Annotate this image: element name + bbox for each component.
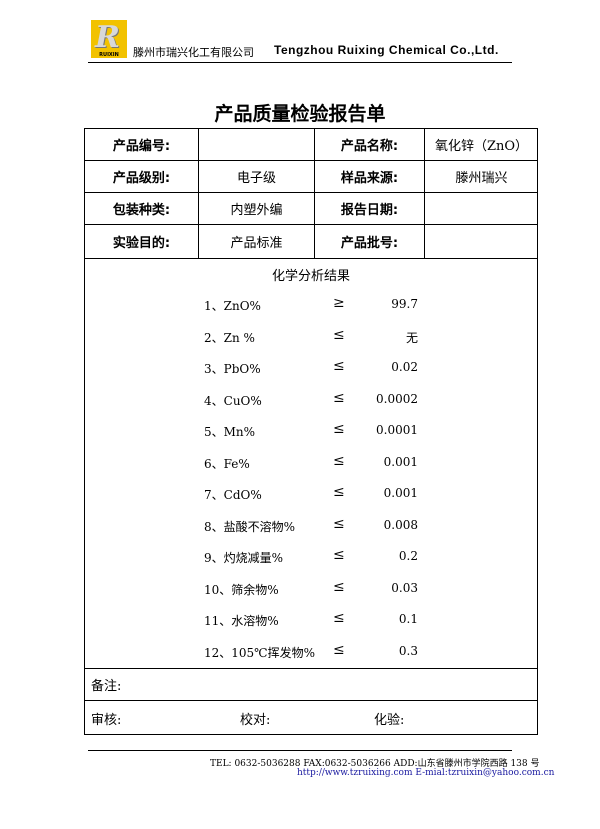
review-label: 审核: xyxy=(91,712,122,728)
report-table: 产品编号: 产品名称: 氧化锌（ZnO） 产品级别: 电子级 样品来源: 滕州瑞兴包装种类:… xyxy=(84,128,538,735)
info-value2-0: 氧化锌（ZnO） xyxy=(434,139,529,154)
result-value: 0.008 xyxy=(383,517,418,532)
result-value: 0.001 xyxy=(383,454,418,469)
result-value: 0.03 xyxy=(391,580,418,595)
footer-divider xyxy=(88,750,512,751)
footer-contact: TEL: 0632-5036288 FAX:0632-5036266 ADD:山… xyxy=(210,759,540,769)
info-label1-0: 产品编号: xyxy=(112,139,171,154)
result-label: 6、Fe% xyxy=(204,456,250,471)
result-symbol: ≤ xyxy=(333,515,345,532)
info-value1-1: 电子级 xyxy=(236,171,276,186)
result-symbol: ≤ xyxy=(333,610,345,626)
result-symbol: ≤ xyxy=(333,578,345,595)
result-symbol: ≤ xyxy=(333,484,345,500)
website-link[interactable]: http://www.tzruixing.com xyxy=(297,768,413,778)
result-symbol: ≤ xyxy=(333,641,345,658)
result-symbol: ≤ xyxy=(333,358,345,374)
page-title: 产品质量检验报告单 xyxy=(214,103,386,125)
remarks-label: 备注: xyxy=(91,679,122,694)
result-value: 0.001 xyxy=(383,486,418,500)
info-value2-1: 滕州瑞兴 xyxy=(455,171,508,186)
result-value: 99.7 xyxy=(391,297,418,311)
result-symbol: ≤ xyxy=(333,452,345,469)
result-symbol: ≤ xyxy=(333,421,345,437)
result-value: 0.0001 xyxy=(376,423,418,437)
result-value: 0.02 xyxy=(391,360,418,374)
check-label: 校对: xyxy=(240,712,271,728)
info-label2-0: 产品名称: xyxy=(340,139,399,154)
info-value2-3 xyxy=(425,225,538,258)
company-name-cn: 滕州市瑞兴化工有限公司 xyxy=(133,46,254,59)
email-link[interactable]: E-mial:tzruixin@yahoo.com.cn xyxy=(415,768,555,778)
info-value1-3: 产品标准 xyxy=(230,236,283,251)
info-label2-1: 样品来源: xyxy=(340,171,399,186)
result-label: 9、灼烧减量% xyxy=(204,551,284,565)
result-label: 2、Zn % xyxy=(204,330,255,345)
result-symbol: ≤ xyxy=(333,547,345,563)
result-label: 3、PbO% xyxy=(204,362,261,376)
footer-links: http://www.tzruixing.com E-mial:tzruixin… xyxy=(297,768,554,778)
result-label: 8、盐酸不溶物% xyxy=(204,519,296,534)
info-value1-2: 内塑外编 xyxy=(230,203,283,218)
info-label1-1: 产品级别: xyxy=(112,171,171,186)
company-logo: R RUIXIN xyxy=(91,20,127,58)
info-label2-3: 产品批号: xyxy=(340,236,399,251)
info-value1-0 xyxy=(199,129,314,160)
info-label1-2: 包装种类: xyxy=(112,203,171,218)
result-symbol: ≤ xyxy=(333,389,345,406)
result-value: 无 xyxy=(405,330,418,345)
test-label: 化验: xyxy=(374,712,405,728)
result-label: 11、水溶物% xyxy=(204,614,279,628)
results-heading: 化学分析结果 xyxy=(271,269,350,284)
info-label1-3: 实验目的: xyxy=(112,236,171,251)
result-label: 12、105℃挥发物% xyxy=(204,645,316,660)
info-label2-2: 报告日期: xyxy=(340,203,399,218)
result-value: 0.0002 xyxy=(376,391,418,406)
result-label: 10、筛余物% xyxy=(204,582,279,597)
company-name-en: Tengzhou Ruixing Chemical Co.,Ltd. xyxy=(274,43,499,57)
result-value: 0.1 xyxy=(398,612,418,626)
result-label: 5、Mn% xyxy=(204,425,256,439)
result-label: 4、CuO% xyxy=(204,393,262,408)
result-symbol: ≥ xyxy=(333,295,345,311)
result-label: 1、ZnO% xyxy=(204,299,261,313)
result-symbol: ≤ xyxy=(333,326,345,343)
result-value: 0.3 xyxy=(398,643,418,658)
result-value: 0.2 xyxy=(398,549,418,563)
result-label: 7、CdO% xyxy=(204,488,262,502)
header-divider xyxy=(88,62,512,63)
info-value2-2 xyxy=(425,193,538,224)
